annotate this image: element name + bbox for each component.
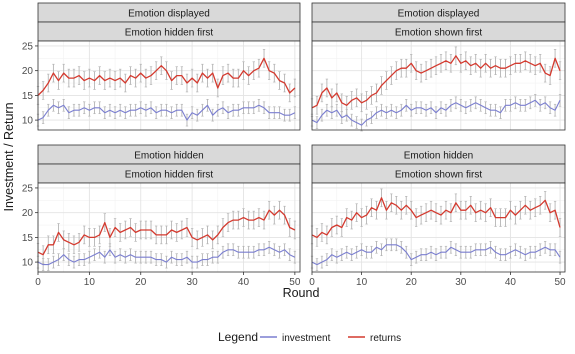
y-tick-label: 15: [22, 91, 34, 102]
y-axis-title: Investment / Return: [2, 102, 16, 211]
panel-border: [311, 40, 566, 131]
x-tick-label: 10: [356, 277, 368, 288]
y-tick-label: 25: [22, 183, 34, 194]
facet-strip-label: Emotion hidden first: [125, 28, 214, 39]
returns-line: [37, 209, 296, 256]
y-tick-label: 10: [22, 258, 34, 269]
panel-background: [38, 183, 300, 272]
panel-background: [312, 41, 565, 130]
x-tick-label: 20: [406, 277, 418, 288]
facet-strip-label: Emotion displayed: [398, 9, 480, 20]
x-tick-label: 50: [289, 277, 301, 288]
investment-line: [37, 246, 296, 266]
x-tick-label: 50: [554, 277, 566, 288]
x-tick-label: 30: [455, 277, 467, 288]
returns-line: [311, 197, 561, 239]
x-tick-label: 10: [84, 277, 96, 288]
investment-line: [311, 244, 561, 266]
facet-strip-label: Emotion hidden: [134, 151, 204, 162]
panel-border: [37, 182, 301, 273]
facet-strip-label: Emotion hidden first: [125, 170, 214, 181]
facet-strip-label: Emotion shown first: [395, 170, 482, 181]
returns-line: [311, 55, 561, 109]
y-tick-label: 10: [22, 116, 34, 127]
x-tick-label: 30: [187, 277, 199, 288]
investment-line: [311, 99, 561, 126]
facet-strip-label: Emotion displayed: [128, 9, 210, 20]
y-tick-label: 15: [22, 233, 34, 244]
x-tick-label: 0: [309, 277, 315, 288]
investment-line: [37, 104, 296, 121]
returns-line: [37, 57, 296, 96]
facet-strip-label: Emotion hidden: [404, 151, 474, 162]
legend-label-returns: returns: [370, 333, 401, 344]
x-tick-label: 0: [35, 277, 41, 288]
panel-background: [312, 183, 565, 272]
panel-background: [38, 41, 300, 130]
x-tick-label: 40: [238, 277, 250, 288]
y-tick-label: 20: [22, 208, 34, 219]
y-tick-label: 25: [22, 41, 34, 52]
y-tick-label: 20: [22, 66, 34, 77]
legend-label-investment: investment: [282, 333, 331, 344]
panel-border: [37, 40, 301, 131]
panel-border: [311, 182, 566, 273]
facet-strip-label: Emotion shown first: [395, 28, 482, 39]
legend-title: Legend: [218, 330, 258, 344]
x-tick-label: 20: [135, 277, 147, 288]
x-tick-label: 40: [505, 277, 517, 288]
x-axis-title: Round: [283, 286, 320, 300]
